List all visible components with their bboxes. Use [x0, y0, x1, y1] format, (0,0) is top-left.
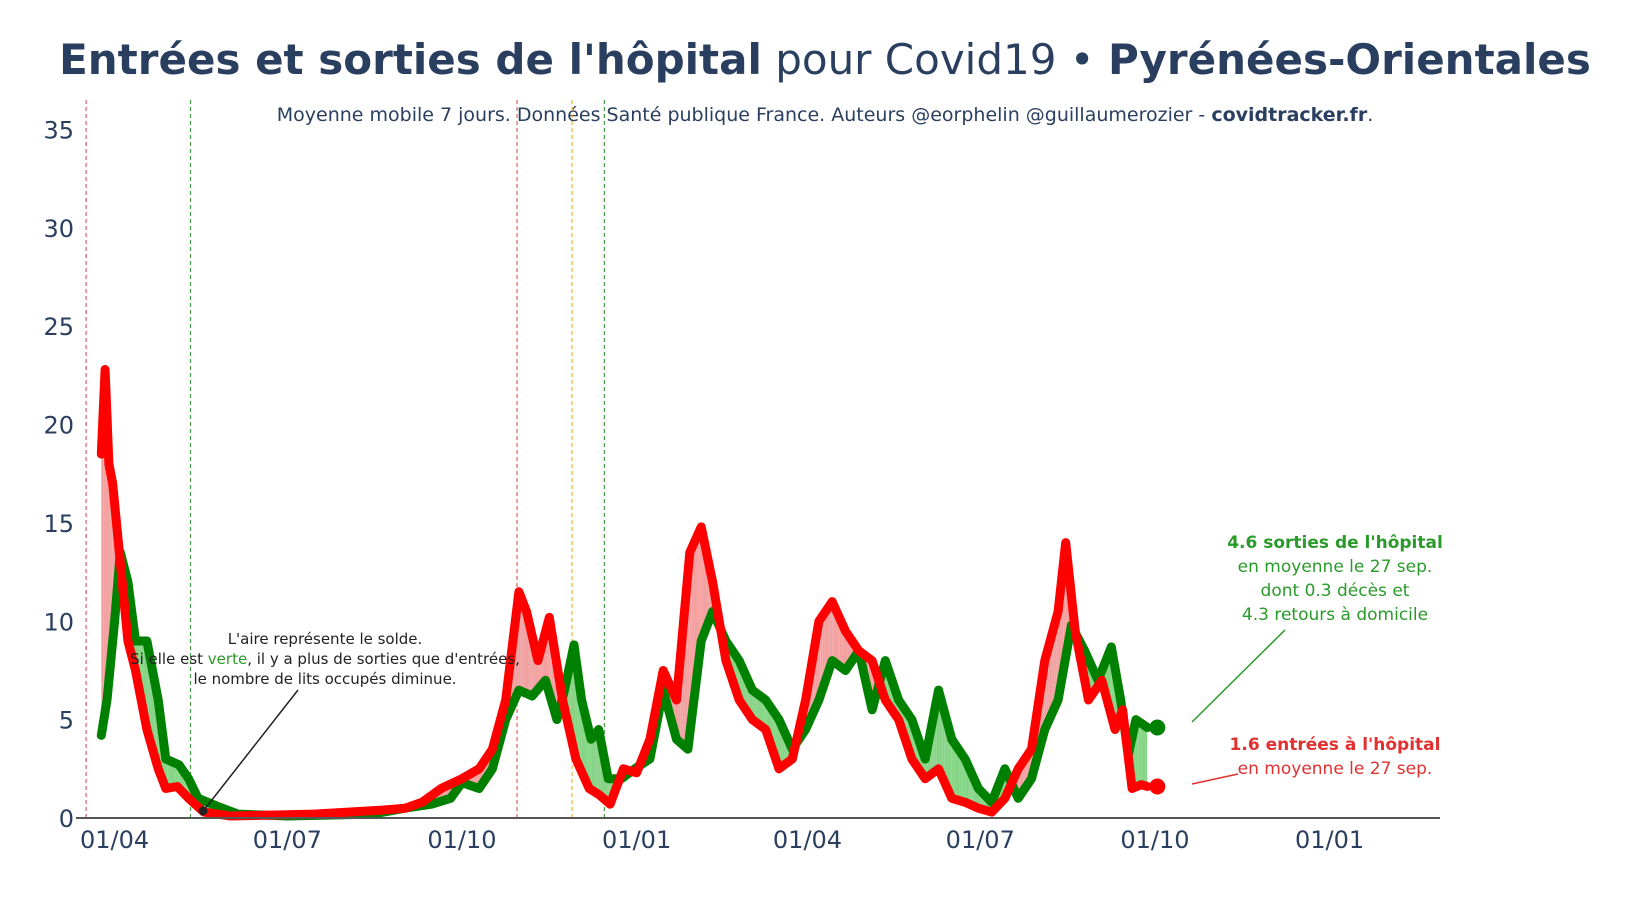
exits-annotation-line-1: 4.6 sorties de l'hôpital	[1227, 533, 1443, 553]
note-line-1: L'aire représente le solde.	[228, 630, 423, 648]
balance-area-segment	[522, 601, 525, 693]
exits-end-marker	[1149, 719, 1166, 736]
x-tick-label: 01/10	[1120, 826, 1189, 854]
balance-area-segment	[834, 605, 836, 664]
balance-area-segment	[593, 734, 595, 792]
entries-end-marker	[1149, 778, 1166, 795]
balance-area-segment	[961, 753, 964, 802]
balance-area-segment	[832, 601, 835, 662]
y-tick-label: 10	[43, 608, 74, 636]
balance-area-segment	[699, 526, 702, 657]
chart-title: Entrées et sorties de l'hôpital pour Cov…	[0, 34, 1650, 86]
balance-area-segment	[589, 731, 592, 790]
balance-areas	[101, 369, 1148, 816]
axes: 0 5 10 15 20 25 30 35 01/04 01/07 01/10 01/01 01/04 0…	[43, 117, 1440, 854]
x-tick-label: 01/01	[602, 826, 671, 854]
y-tick-label: 25	[43, 313, 74, 341]
y-tick-label: 5	[59, 707, 74, 735]
y-tick-label: 15	[43, 510, 74, 538]
balance-area-segment	[953, 742, 956, 800]
entries-line	[96, 365, 1152, 821]
balance-area-segment	[830, 601, 833, 667]
balance-area-segment	[957, 747, 960, 801]
x-tick-label: 01/04	[80, 826, 149, 854]
title-part-3: Pyrénées-Orientales	[1107, 35, 1591, 84]
annotations: L'aire représente le solde. Si elle est …	[130, 533, 1443, 816]
title-part-1: Entrées et sorties de l'hôpital	[59, 35, 762, 84]
entries-annotation-line-2: en moyenne le 27 sep.	[1238, 759, 1433, 779]
balance-area-segment	[107, 416, 109, 700]
balance-area-segment	[822, 612, 825, 689]
exits-line	[96, 547, 1152, 821]
balance-area-segment	[173, 762, 176, 788]
exits-annotation-line-4: 4.3 retours à domicile	[1242, 605, 1428, 625]
subtitle-text: Moyenne mobile 7 jours. Données Santé pu…	[276, 104, 1212, 126]
x-tick-label: 01/01	[1295, 826, 1364, 854]
balance-area-segment	[756, 692, 759, 724]
balance-area-segment	[1137, 721, 1140, 787]
x-tick-label: 01/04	[773, 826, 842, 854]
exits-annotation-line-3: dont 0.3 décès et	[1261, 581, 1410, 601]
balance-area-segment	[591, 736, 593, 791]
balance-area-segment	[594, 731, 597, 794]
balance-area-segment	[949, 732, 952, 799]
balance-area-segment	[1139, 722, 1142, 786]
title-part-2: pour Covid19 •	[761, 35, 1108, 84]
balance-area-segment	[1145, 726, 1148, 787]
y-tick-label: 0	[59, 805, 74, 833]
balance-area-segment	[760, 695, 762, 727]
y-tick-label: 35	[43, 117, 74, 145]
balance-area-segment	[754, 691, 757, 723]
balance-area-segment	[820, 615, 823, 695]
subtitle-site: covidtracker.fr	[1211, 104, 1368, 126]
balance-area-segment	[101, 411, 104, 736]
balance-area-segment	[951, 739, 954, 799]
subtitle-end: .	[1367, 104, 1374, 126]
balance-area-segment	[758, 694, 760, 726]
balance-area-segment	[167, 759, 170, 789]
series-lines	[96, 365, 1166, 821]
balance-area-segment	[955, 744, 958, 800]
x-tick-label: 01/07	[253, 826, 322, 854]
balance-area-segment	[828, 604, 831, 672]
y-tick-label: 20	[43, 412, 74, 440]
balance-area-segment	[959, 750, 962, 802]
balance-area-segment	[761, 697, 764, 729]
note-line-3: le nombre de lits occupés diminue.	[193, 670, 456, 688]
note-arrow	[203, 689, 299, 811]
balance-area-segment	[171, 761, 174, 788]
balance-area-segment	[1141, 723, 1144, 786]
entries-annotation-line-1: 1.6 entrées à l'hôpital	[1230, 735, 1441, 755]
x-tick-label: 01/07	[946, 826, 1015, 854]
note-arrow-head	[198, 806, 208, 816]
note-line-2: Si elle est verte, il y a plus de sortie…	[130, 650, 520, 668]
balance-area-segment	[1143, 724, 1146, 786]
exits-annotation-line-2: en moyenne le 27 sep.	[1238, 557, 1433, 577]
balance-area-segment	[169, 760, 172, 788]
chart-subtitle: Moyenne mobile 7 jours. Données Santé pu…	[0, 104, 1650, 126]
balance-area-segment	[520, 596, 523, 692]
x-tick-label: 01/10	[427, 826, 496, 854]
y-tick-label: 30	[43, 215, 74, 243]
entries-annotation-arrow	[1191, 773, 1239, 785]
exits-annotation-arrow	[1191, 629, 1286, 723]
